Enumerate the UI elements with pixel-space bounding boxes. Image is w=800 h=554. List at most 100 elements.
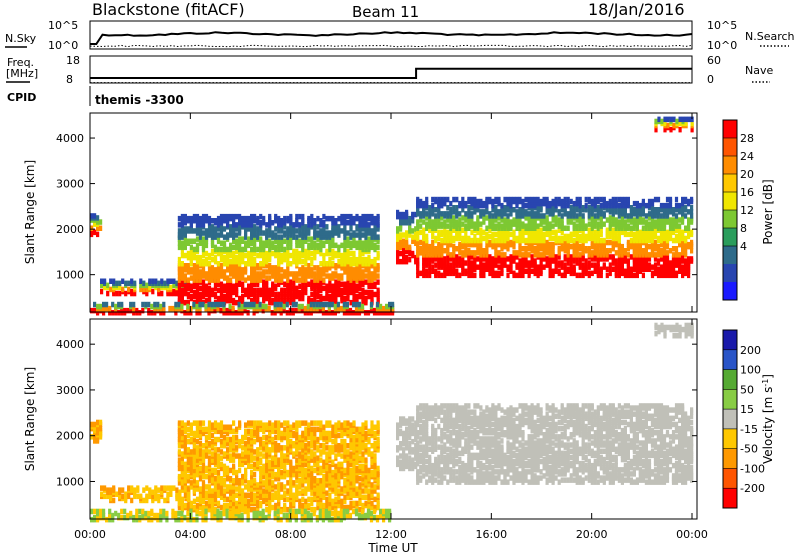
echo-cell	[626, 196, 630, 203]
echo-cell	[563, 239, 567, 246]
echo-cell	[385, 310, 389, 316]
echo-cell	[408, 256, 412, 263]
echo-cell	[318, 301, 322, 308]
echo-cell	[292, 289, 296, 296]
echo-cell	[172, 278, 176, 284]
echo-cell	[548, 229, 552, 236]
echo-cell	[198, 215, 203, 222]
echo-cell	[405, 238, 409, 244]
echo-cell	[186, 457, 190, 463]
echo-cell	[115, 280, 119, 287]
echo-cell	[295, 285, 299, 292]
echo-cell	[428, 243, 432, 250]
echo-cell	[455, 246, 459, 252]
echo-cell	[599, 221, 603, 227]
echo-cell	[226, 275, 230, 281]
echo-cell	[590, 205, 594, 211]
echo-cell	[373, 224, 377, 230]
echo-cell	[331, 261, 335, 267]
echo-cell	[539, 241, 543, 248]
echo-cell	[204, 465, 209, 472]
echo-cell	[265, 457, 269, 463]
echo-cell	[551, 209, 555, 215]
echo-cell	[337, 215, 341, 222]
echo-cell	[352, 215, 356, 222]
echo-cell	[186, 299, 190, 306]
echo-cell	[298, 238, 302, 244]
echo-cell	[500, 266, 504, 272]
echo-cell	[575, 239, 579, 246]
echo-cell	[346, 273, 350, 279]
echo-cell	[376, 250, 380, 257]
echo-cell	[425, 211, 429, 217]
echo-cell	[289, 297, 293, 304]
echo-cell	[443, 248, 447, 254]
echo-cell	[437, 229, 441, 236]
echo-cell	[286, 248, 290, 255]
echo-cell	[276, 301, 280, 308]
echo-cell	[183, 438, 187, 445]
echo-cell	[93, 221, 97, 227]
echo-cell	[352, 254, 356, 261]
echo-cell	[256, 455, 260, 461]
echo-cell	[325, 273, 329, 279]
echo-cell	[354, 305, 359, 312]
echo-cell	[207, 420, 212, 426]
echo-cell	[298, 289, 302, 296]
echo-cell	[608, 270, 612, 277]
echo-cell	[581, 246, 585, 252]
echo-cell	[207, 252, 212, 259]
echo-cell	[349, 261, 353, 267]
echo-cell	[313, 289, 317, 296]
echo-cell	[253, 498, 257, 505]
echo-cell	[103, 284, 107, 291]
echo-cell	[521, 246, 525, 252]
echo-cell	[491, 266, 495, 272]
echo-cell	[376, 220, 380, 226]
echo-cell	[268, 238, 272, 244]
echo-cell	[207, 261, 212, 267]
echo-cell	[247, 215, 251, 222]
echo-cell	[542, 264, 546, 270]
echo-cell	[207, 271, 212, 277]
echo-cell	[669, 116, 673, 123]
echo-cell	[346, 279, 350, 285]
echo-cell	[599, 207, 603, 213]
echo-cell	[684, 196, 688, 203]
echo-cell	[219, 301, 223, 308]
echo-cell	[681, 239, 685, 246]
echo-cell	[617, 272, 621, 279]
echo-cell	[192, 420, 196, 426]
echo-cell	[659, 264, 664, 270]
echo-cell	[198, 451, 203, 457]
echo-cell	[244, 422, 248, 428]
echo-cell	[443, 227, 447, 233]
echo-cell	[207, 220, 212, 226]
echo-cell	[346, 283, 350, 289]
echo-cell	[238, 295, 242, 302]
echo-cell	[396, 244, 400, 251]
echo-cell	[599, 250, 603, 256]
echo-cell	[319, 267, 323, 273]
echo-cell	[671, 264, 676, 270]
echo-cell	[204, 426, 209, 433]
echo-cell	[235, 244, 239, 251]
echo-cell	[331, 215, 335, 222]
echo-cell	[198, 291, 203, 298]
echo-cell	[183, 502, 187, 509]
echo-cell	[238, 261, 242, 267]
echo-cell	[533, 217, 537, 223]
echo-cell	[530, 241, 534, 248]
echo-cell	[210, 287, 215, 294]
echo-cell	[271, 220, 275, 226]
echo-cell	[620, 215, 624, 221]
echo-cell	[530, 258, 534, 264]
echo-cell	[671, 223, 676, 229]
echo-cell	[174, 301, 178, 308]
echo-cell	[244, 496, 248, 503]
echo-cell	[437, 241, 441, 248]
echo-cell	[485, 225, 489, 231]
echo-cell	[304, 256, 308, 263]
echo-cell	[180, 275, 184, 281]
echo-cell	[229, 424, 233, 430]
